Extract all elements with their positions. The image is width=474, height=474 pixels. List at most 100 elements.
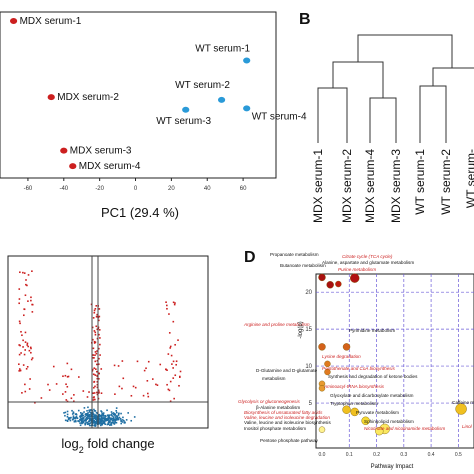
volcano-point: [81, 417, 83, 420]
pathway-label: D-Glutamine and D-glutamate: [256, 368, 317, 373]
volcano-point: [92, 392, 94, 394]
volcano-point: [62, 375, 64, 378]
volcano-point: [87, 423, 90, 425]
pathway-label: Aminoacyl-tRNA biosynthesis: [323, 384, 385, 389]
volcano-point: [18, 363, 20, 366]
volcano-point: [98, 357, 100, 360]
volcano-point: [64, 391, 67, 393]
volcano-point: [21, 392, 23, 394]
volcano-point: [98, 422, 101, 425]
volcano-point: [93, 421, 95, 424]
volcano-point: [112, 416, 115, 418]
volcano-point: [142, 394, 145, 397]
volcano-point: [82, 417, 85, 420]
volcano-point: [18, 368, 21, 370]
volcano-point: [88, 391, 90, 393]
volcano-point: [28, 388, 31, 390]
volcano-point: [114, 393, 116, 395]
volcano-point: [120, 419, 122, 422]
pca-point: [47, 94, 55, 101]
volcano-point: [102, 412, 105, 414]
volcano-point: [96, 375, 99, 378]
volcano-point: [30, 358, 33, 361]
volcano-point: [92, 347, 95, 350]
volcano-point: [72, 417, 75, 419]
volcano-point: [167, 388, 170, 391]
volcano-point: [94, 422, 97, 425]
volcano-point: [69, 417, 71, 420]
pathway-point: [318, 343, 326, 351]
pathway-point: [342, 343, 351, 351]
pathway-y-tick-label: 10: [305, 364, 312, 370]
volcano-point: [67, 375, 70, 378]
volcano-point: [103, 417, 106, 420]
volcano-point: [93, 340, 96, 343]
volcano-point: [85, 419, 87, 422]
volcano-point: [65, 399, 68, 401]
volcano-point: [55, 383, 58, 385]
volcano-point: [177, 339, 179, 341]
volcano-point: [151, 378, 154, 380]
volcano-point: [175, 363, 177, 366]
volcano-point: [94, 351, 97, 353]
volcano-point: [31, 303, 33, 306]
pathway-grid: [316, 274, 474, 448]
dendrogram-branch: [369, 97, 397, 143]
volcano-point: [26, 284, 28, 287]
pca-point-label: MDX serum-4: [79, 161, 141, 172]
dendrogram-leaf-labels: MDX serum-1 MDX serum-2 MDX serum-4 MDX ser…: [311, 149, 474, 223]
dendrogram-branches: [317, 34, 474, 143]
volcano-point: [22, 346, 24, 348]
volcano-point: [27, 300, 29, 302]
pca-point-label: WT serum-2: [175, 80, 230, 91]
volcano-point: [108, 415, 111, 417]
volcano-point: [93, 357, 95, 359]
volcano-point: [147, 392, 149, 395]
pathway-point: [335, 280, 342, 288]
volcano-point: [115, 411, 118, 414]
volcano-point: [107, 423, 110, 426]
volcano-point: [136, 360, 139, 363]
volcano-point: [64, 411, 67, 414]
volcano-point: [100, 417, 103, 420]
volcano-point: [93, 386, 95, 389]
pathway-label: Glycolysis or gluconeogenesis: [238, 399, 300, 404]
volcano-point: [143, 369, 146, 372]
dendrogram-leaf-label: MDX serum-1: [311, 149, 325, 223]
volcano-point: [88, 424, 91, 427]
volcano-point: [82, 421, 85, 424]
volcano-point: [19, 322, 21, 325]
volcano-point: [93, 416, 96, 419]
volcano-point: [47, 383, 49, 386]
volcano-point: [175, 360, 178, 363]
pathway-label: Caffeine m: [452, 400, 474, 405]
volcano-point: [93, 410, 96, 412]
volcano-point: [118, 385, 121, 388]
volcano-point: [79, 416, 82, 419]
volcano-point: [95, 352, 98, 355]
pathway-points: [318, 273, 467, 436]
volcano-point: [94, 385, 96, 388]
dendrogram-branch: [419, 85, 447, 143]
volcano-point: [24, 390, 27, 393]
volcano-point: [93, 330, 96, 332]
volcano-point: [110, 417, 113, 420]
pathway-label: Synthesis and degradation of ketone bodi…: [328, 374, 418, 379]
volcano-point: [82, 414, 85, 417]
volcano-point: [93, 420, 95, 423]
volcano-point: [66, 413, 69, 416]
volcano-point: [84, 415, 86, 418]
volcano-point: [119, 417, 122, 420]
volcano-point: [65, 383, 67, 386]
volcano-point: [106, 419, 109, 421]
dendrogram-leaf-label: WT serum-1: [413, 149, 427, 215]
volcano-point: [110, 411, 113, 413]
volcano-point: [93, 392, 96, 394]
pathway-x-tick-label: 0.2: [373, 452, 380, 458]
volcano-point: [98, 377, 100, 380]
dendrogram-branch: [317, 87, 348, 143]
volcano-point: [165, 368, 167, 371]
volcano-point: [120, 412, 122, 415]
volcano-point: [98, 419, 101, 421]
volcano-point: [93, 417, 95, 420]
